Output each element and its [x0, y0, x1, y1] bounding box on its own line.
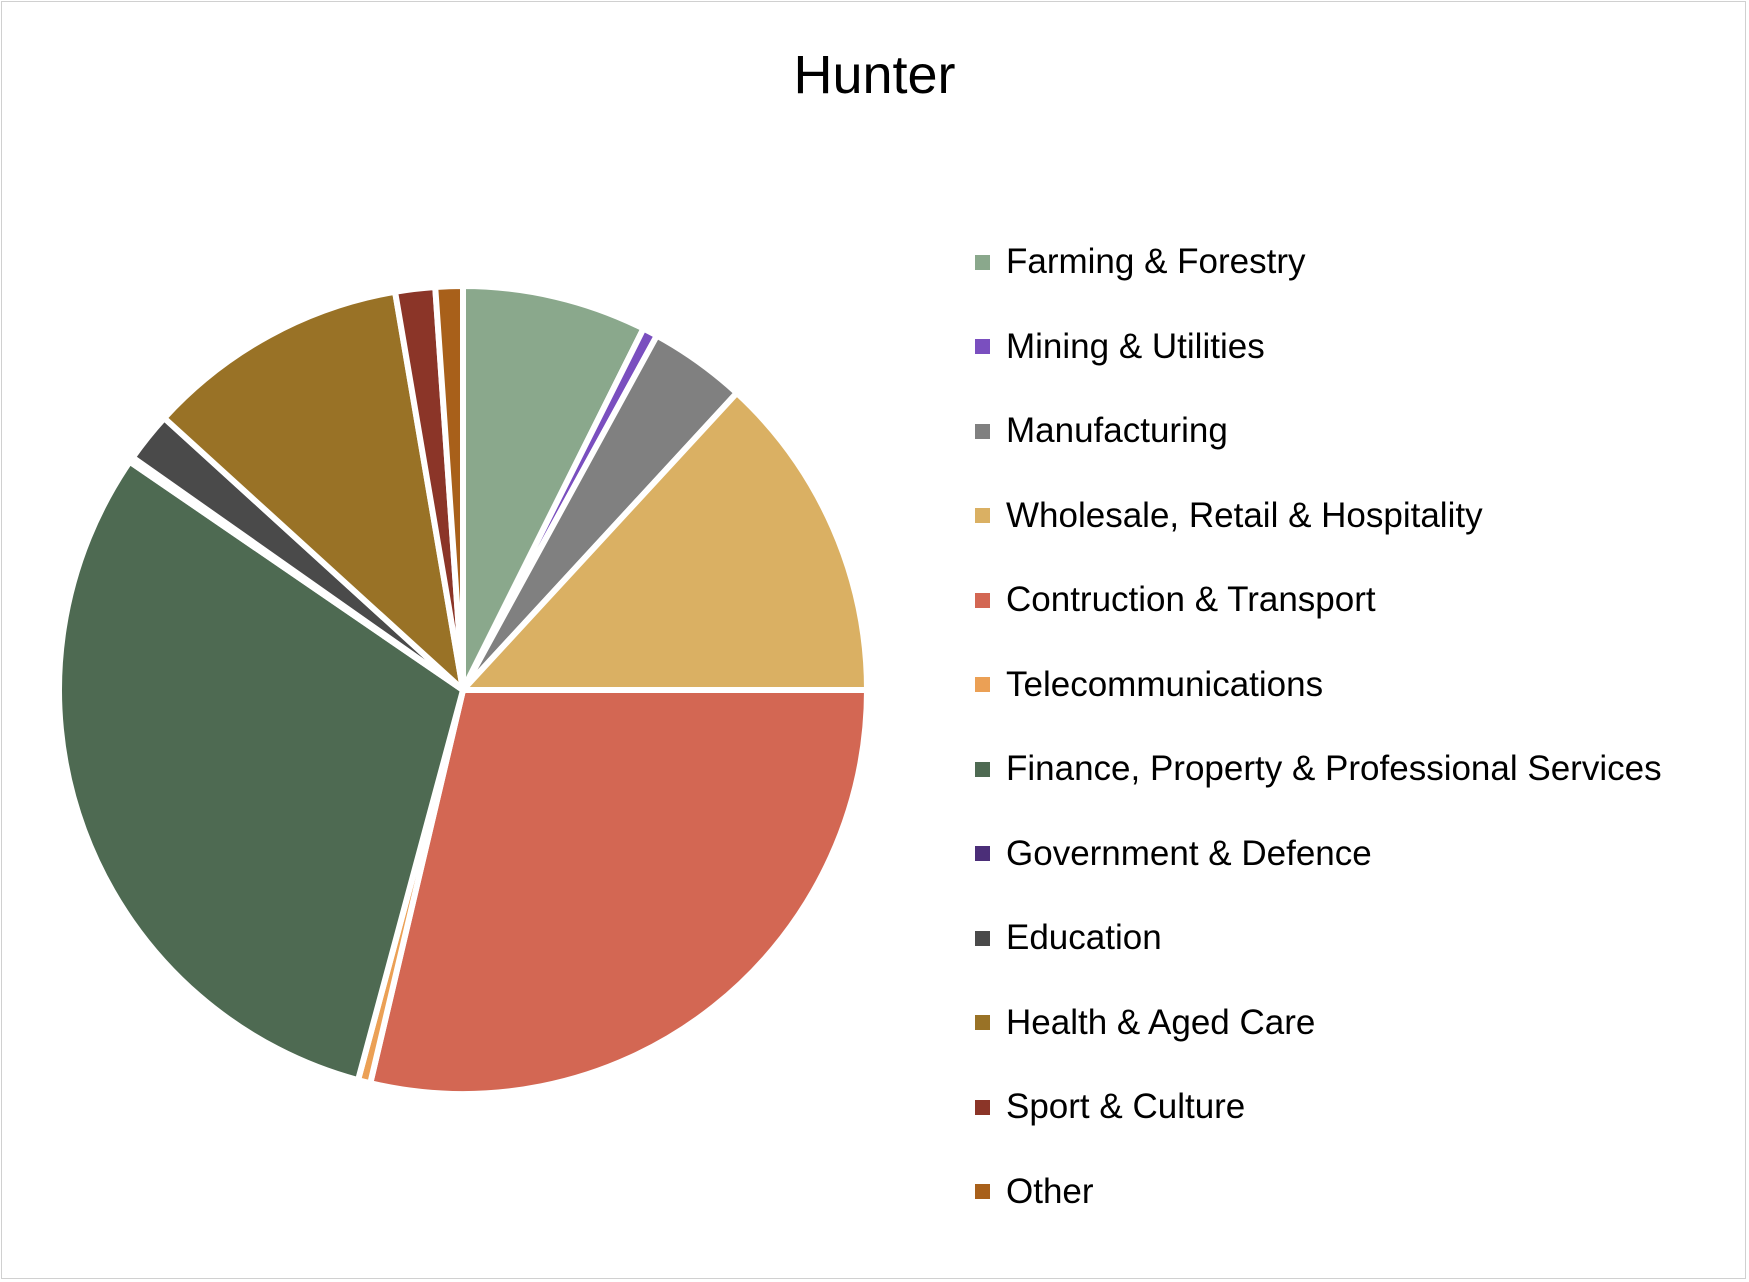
legend-swatch: [975, 423, 990, 439]
pie-slice-6: [56, 458, 466, 1084]
pie-slice-3: [460, 389, 870, 693]
legend-swatch: [975, 254, 990, 270]
legend-item: Other: [975, 1150, 1662, 1235]
legend: Farming & Forestry Mining & Utilities Manu…: [975, 220, 1662, 1234]
legend-swatch: [975, 930, 990, 946]
legend-swatch: [975, 508, 990, 524]
legend-swatch: [975, 761, 990, 777]
legend-item: Finance, Property & Professional Service…: [975, 727, 1662, 812]
legend-item: Health & Aged Care: [975, 981, 1662, 1066]
legend-swatch: [975, 846, 990, 862]
pie-slice-0: [460, 283, 647, 693]
legend-label: Government & Defence: [1006, 833, 1372, 873]
legend-label: Sport & Culture: [1006, 1087, 1246, 1127]
legend-item: Sport & Culture: [975, 1065, 1662, 1150]
chart-title: Hunter: [793, 45, 956, 105]
pie-slice-11: [432, 283, 466, 693]
legend-swatch: [975, 339, 990, 355]
legend-label: Wholesale, Retail & Hospitality: [1006, 495, 1483, 535]
pie-slice-9: [161, 288, 466, 693]
legend-item: Telecommunications: [975, 643, 1662, 728]
legend-item: Manufacturing: [975, 389, 1662, 474]
legend-item: Contruction & Transport: [975, 558, 1662, 643]
legend-item: Education: [975, 896, 1662, 981]
legend-swatch: [975, 592, 990, 608]
legend-swatch: [975, 1099, 990, 1115]
legend-swatch: [975, 1015, 990, 1031]
legend-item: Government & Defence: [975, 812, 1662, 897]
legend-swatch: [975, 1184, 990, 1200]
legend-label: Telecommunications: [1006, 664, 1324, 704]
legend-label: Manufacturing: [1006, 411, 1228, 451]
legend-item: Wholesale, Retail & Hospitality: [975, 474, 1662, 559]
legend-label: Contruction & Transport: [1006, 580, 1376, 620]
legend-label: Other: [1006, 1171, 1094, 1211]
legend-label: Mining & Utilities: [1006, 326, 1265, 366]
legend-swatch: [975, 677, 990, 693]
legend-label: Health & Aged Care: [1006, 1002, 1316, 1042]
pie-slice-4: [367, 687, 870, 1097]
legend-label: Finance, Property & Professional Service…: [1006, 749, 1662, 789]
legend-item: Farming & Forestry: [975, 220, 1662, 305]
legend-item: Mining & Utilities: [975, 305, 1662, 390]
legend-label: Education: [1006, 918, 1162, 958]
legend-label: Farming & Forestry: [1006, 242, 1306, 282]
